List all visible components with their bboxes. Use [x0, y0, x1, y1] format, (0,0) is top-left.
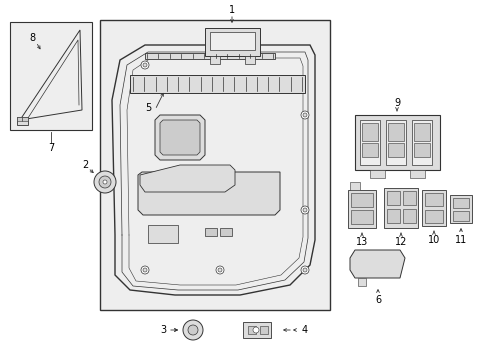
Polygon shape	[20, 30, 82, 120]
Circle shape	[252, 327, 259, 333]
Circle shape	[141, 266, 149, 274]
Bar	[100, 20, 329, 310]
Bar	[130, 75, 305, 93]
Polygon shape	[349, 250, 404, 278]
Bar	[413, 123, 429, 141]
Bar	[402, 209, 415, 223]
Polygon shape	[17, 117, 28, 125]
Polygon shape	[112, 45, 314, 295]
Bar	[385, 120, 405, 165]
Text: 2: 2	[81, 160, 88, 170]
Bar	[247, 326, 256, 334]
Bar	[347, 190, 375, 228]
Bar	[386, 209, 399, 223]
Bar	[361, 143, 377, 157]
Circle shape	[303, 268, 306, 272]
Circle shape	[141, 61, 149, 69]
Circle shape	[301, 111, 308, 119]
Bar	[350, 210, 372, 224]
Circle shape	[99, 176, 111, 188]
Bar	[386, 191, 399, 205]
Text: 12: 12	[394, 237, 407, 247]
Text: 9: 9	[393, 98, 399, 108]
Bar	[452, 198, 468, 208]
Circle shape	[301, 206, 308, 214]
Text: 5: 5	[144, 103, 151, 113]
Bar	[424, 210, 442, 223]
Bar	[387, 123, 403, 141]
Bar	[402, 191, 415, 205]
Bar	[413, 143, 429, 157]
Circle shape	[216, 266, 224, 274]
Text: 4: 4	[301, 325, 307, 335]
Polygon shape	[138, 172, 280, 215]
Bar	[369, 170, 384, 178]
Circle shape	[303, 208, 306, 212]
Circle shape	[301, 266, 308, 274]
Bar	[349, 182, 359, 190]
Bar	[145, 53, 274, 59]
Bar	[148, 225, 178, 243]
Bar	[383, 188, 417, 228]
Bar	[22, 117, 28, 121]
Bar	[387, 143, 403, 157]
Text: 1: 1	[228, 5, 235, 15]
Polygon shape	[160, 120, 200, 155]
Bar	[421, 190, 445, 226]
Bar	[209, 32, 254, 50]
Circle shape	[218, 268, 222, 272]
Text: 7: 7	[48, 143, 54, 153]
Bar	[409, 170, 424, 178]
Text: 6: 6	[374, 295, 380, 305]
Bar	[424, 193, 442, 206]
Bar	[449, 195, 471, 223]
Bar	[357, 278, 365, 286]
Text: 3: 3	[160, 325, 166, 335]
Bar	[17, 117, 22, 121]
Bar	[361, 123, 377, 141]
Bar	[244, 56, 254, 64]
Circle shape	[142, 63, 147, 67]
Text: 11: 11	[454, 235, 466, 245]
Circle shape	[94, 171, 116, 193]
Circle shape	[187, 325, 198, 335]
Text: 8: 8	[29, 33, 35, 43]
Bar	[204, 28, 260, 56]
Bar	[209, 56, 220, 64]
Polygon shape	[140, 165, 235, 192]
Bar	[243, 322, 270, 338]
Bar	[359, 120, 379, 165]
Circle shape	[303, 113, 306, 117]
Text: 10: 10	[427, 235, 439, 245]
Circle shape	[103, 180, 107, 184]
Bar	[350, 193, 372, 207]
Circle shape	[183, 320, 203, 340]
Bar	[452, 211, 468, 221]
Polygon shape	[155, 115, 204, 160]
Bar	[354, 115, 439, 170]
Bar	[10, 22, 92, 130]
Bar	[220, 228, 231, 236]
Bar	[411, 120, 431, 165]
Circle shape	[142, 268, 147, 272]
Text: 13: 13	[355, 237, 367, 247]
Bar	[260, 326, 267, 334]
Bar	[204, 228, 217, 236]
